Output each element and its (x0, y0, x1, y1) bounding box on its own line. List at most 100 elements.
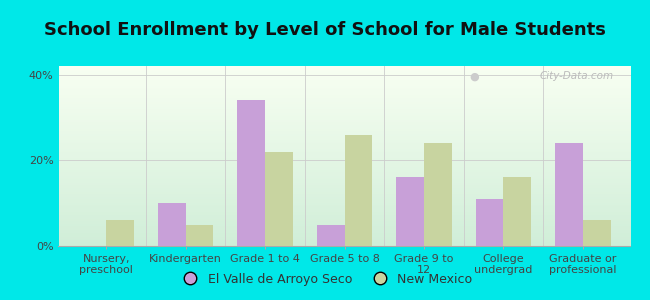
Bar (186, 225, 213, 246)
Bar (58, 170, 630, 172)
Bar (58, 70, 630, 71)
Bar (58, 237, 630, 239)
Bar (58, 127, 630, 129)
Bar (58, 109, 630, 111)
Bar (58, 142, 630, 143)
Bar (344, 135, 372, 246)
Bar (58, 217, 630, 219)
Bar (58, 208, 630, 210)
Bar (58, 113, 630, 115)
Bar (58, 233, 630, 235)
Bar (424, 143, 452, 246)
Bar (58, 165, 630, 167)
Bar (58, 174, 630, 176)
Bar (58, 199, 630, 201)
Bar (58, 107, 630, 109)
Bar (58, 73, 630, 75)
Bar (58, 203, 630, 205)
Bar (58, 66, 630, 68)
Bar (58, 84, 630, 86)
Bar (396, 177, 424, 246)
Bar (58, 97, 630, 98)
Text: City-Data.com: City-Data.com (540, 71, 614, 81)
Bar (58, 232, 630, 233)
Bar (58, 176, 630, 178)
Bar (58, 106, 630, 107)
Bar (58, 210, 630, 212)
Bar (58, 219, 630, 221)
Bar (58, 160, 630, 161)
Bar (58, 118, 630, 120)
Bar (58, 80, 630, 82)
Bar (58, 138, 630, 140)
Bar (58, 68, 630, 70)
Bar (158, 203, 186, 246)
Bar (58, 181, 630, 183)
Bar (58, 230, 630, 232)
Bar (58, 116, 630, 118)
Bar (58, 79, 630, 80)
Bar (58, 228, 630, 230)
Bar (58, 93, 630, 95)
Bar (476, 199, 503, 246)
Bar (58, 111, 630, 113)
Bar (58, 100, 630, 102)
Bar (58, 214, 630, 215)
Bar (58, 185, 630, 187)
Bar (58, 156, 630, 158)
Bar (58, 86, 630, 88)
Bar (58, 244, 630, 246)
Bar (503, 177, 531, 246)
Bar (58, 82, 630, 84)
Bar (58, 104, 630, 106)
Bar (58, 197, 630, 199)
Bar (58, 187, 630, 188)
Bar (58, 178, 630, 179)
Bar (58, 183, 630, 185)
Bar (58, 71, 630, 73)
Bar (58, 242, 630, 244)
Text: ●: ● (469, 71, 479, 81)
Bar (106, 220, 134, 246)
Bar (58, 95, 630, 97)
Bar (58, 201, 630, 203)
Bar (237, 100, 265, 246)
Bar (58, 75, 630, 77)
Bar (58, 158, 630, 160)
Bar (265, 152, 293, 246)
Bar (58, 196, 630, 197)
Bar (58, 194, 630, 196)
Bar (58, 77, 630, 79)
Bar (58, 115, 630, 116)
Legend: El Valle de Arroyo Seco, New Mexico: El Valle de Arroyo Seco, New Mexico (173, 268, 477, 291)
Bar (58, 152, 630, 154)
Bar (58, 190, 630, 192)
Bar (583, 220, 610, 246)
Text: School Enrollment by Level of School for Male Students: School Enrollment by Level of School for… (44, 21, 606, 39)
Bar (58, 147, 630, 149)
Bar (58, 163, 630, 165)
Bar (317, 225, 345, 246)
Bar (58, 129, 630, 131)
Bar (58, 122, 630, 124)
Bar (58, 226, 630, 228)
Bar (58, 120, 630, 122)
Bar (58, 89, 630, 91)
Bar (58, 172, 630, 174)
Bar (58, 143, 630, 145)
Bar (58, 102, 630, 104)
Bar (555, 143, 583, 246)
Bar (58, 224, 630, 226)
Bar (58, 124, 630, 125)
Bar (58, 223, 630, 224)
Bar (58, 221, 630, 223)
Bar (58, 149, 630, 151)
Bar (58, 98, 630, 100)
Bar (58, 91, 630, 93)
Bar (58, 212, 630, 214)
Bar (58, 239, 630, 241)
Bar (58, 206, 630, 208)
Bar (58, 235, 630, 237)
Bar (58, 134, 630, 136)
Bar (58, 169, 630, 170)
